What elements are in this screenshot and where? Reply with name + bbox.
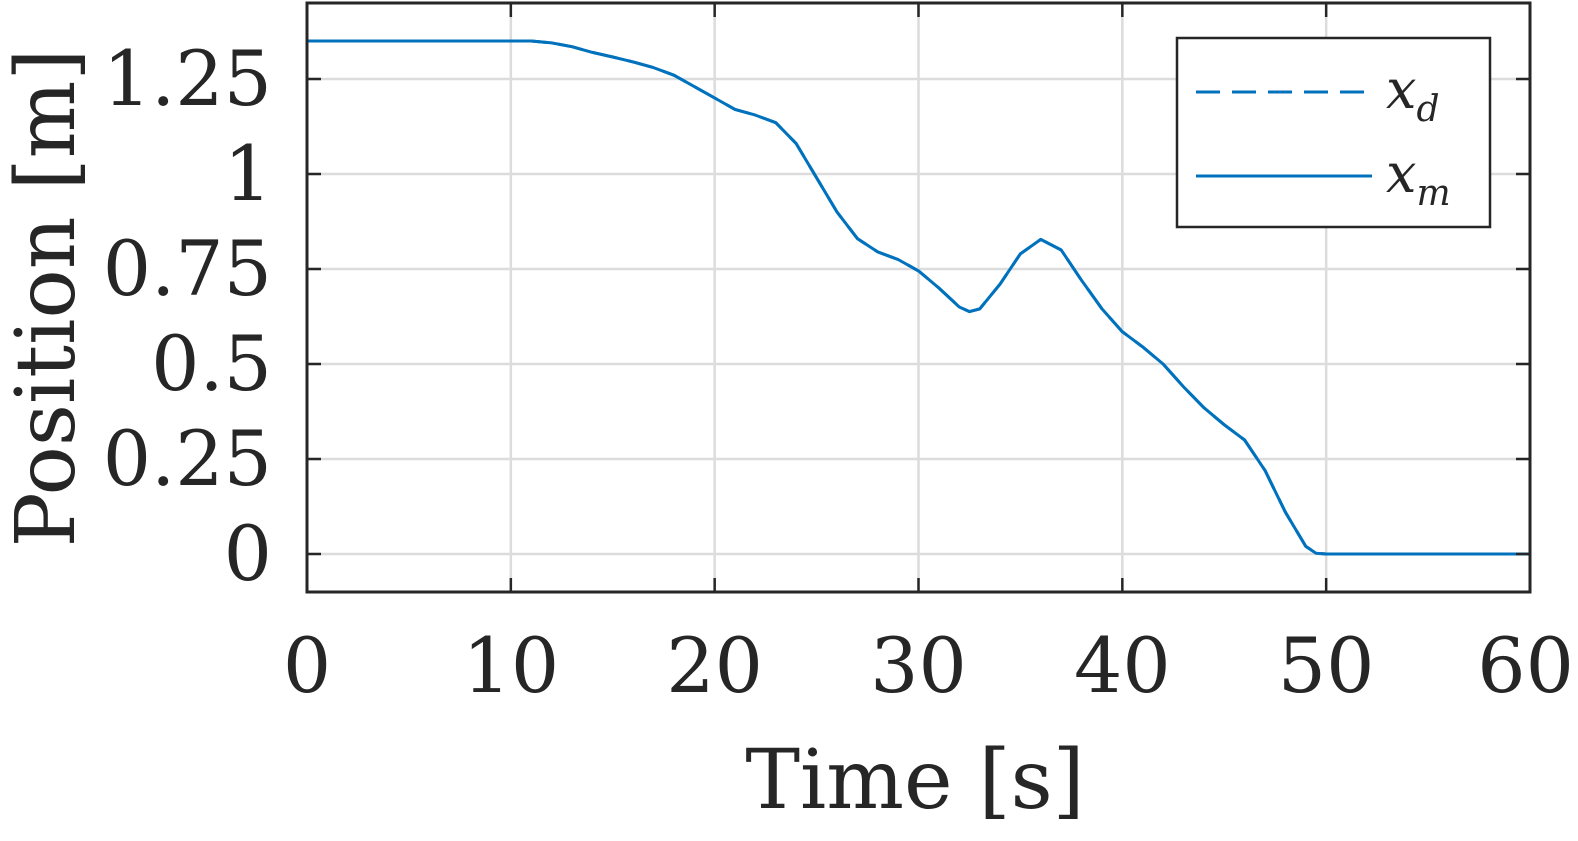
- x-axis-label: Time [s]: [745, 733, 1084, 828]
- legend-label-base: x: [1386, 142, 1416, 205]
- x-tick-label: 40: [1074, 621, 1171, 710]
- legend-box: [1175, 36, 1492, 229]
- legend-label-base: x: [1386, 58, 1416, 121]
- y-tick-label: 0.25: [103, 414, 272, 503]
- legend-label-x-d: xd: [1386, 58, 1440, 130]
- x-tick-label: 50: [1278, 621, 1375, 710]
- y-tick-label: 0: [224, 509, 272, 598]
- grid-lines: [305, 3, 1532, 592]
- legend-label-subscript: m: [1416, 173, 1450, 214]
- legend-label-x-m: xm: [1386, 142, 1451, 214]
- y-tick-label: 0.75: [103, 224, 272, 313]
- y-tick-label: 0.5: [151, 319, 272, 408]
- x-tick-label: 0: [283, 621, 331, 710]
- series-layer: [305, 39, 1532, 556]
- x-tick-label: 20: [666, 621, 763, 710]
- x-tick-label: 10: [462, 621, 559, 710]
- y-tick-label: 1: [224, 129, 272, 218]
- legend-label-subscript: d: [1416, 89, 1439, 130]
- y-axis-label: Position [m]: [0, 49, 94, 548]
- y-tick-label: 1.25: [103, 34, 272, 123]
- axis-ticks: [305, 3, 1532, 592]
- series-line-x-d: [305, 39, 1532, 556]
- x-tick-label: 60: [1477, 621, 1574, 710]
- x-tick-label: 30: [870, 621, 967, 710]
- x-tick-labels: 0 10 20 30 40 50 60: [283, 621, 1574, 710]
